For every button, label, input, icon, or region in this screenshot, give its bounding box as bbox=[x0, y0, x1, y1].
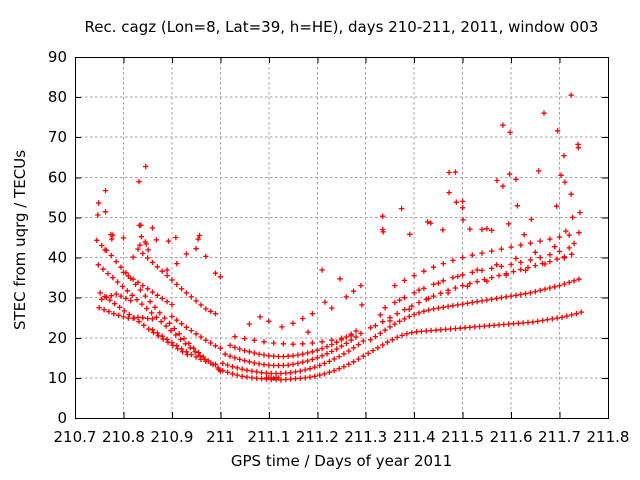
x-tick-label: 211.3 bbox=[344, 428, 387, 446]
x-tick-label: 210.9 bbox=[150, 428, 193, 446]
y-tick-label: 70 bbox=[48, 128, 67, 146]
y-tick-label: 10 bbox=[48, 369, 67, 387]
x-tick-label: 211.1 bbox=[247, 428, 290, 446]
x-tick-label: 211.2 bbox=[296, 428, 339, 446]
x-tick-label: 211.5 bbox=[441, 428, 484, 446]
x-tick-label: 210.7 bbox=[54, 428, 97, 446]
y-tick-label: 30 bbox=[48, 289, 67, 307]
y-tick-label: 20 bbox=[48, 329, 67, 347]
data-points bbox=[94, 92, 584, 383]
x-axis-label: GPS time / Days of year 2011 bbox=[230, 452, 453, 470]
x-tick-label: 211.4 bbox=[393, 428, 436, 446]
chart-title: Rec. cagz (Lon=8, Lat=39, h=HE), days 21… bbox=[84, 18, 599, 36]
x-tick-label: 211.6 bbox=[490, 428, 533, 446]
x-tick-label: 211.8 bbox=[587, 428, 630, 446]
y-tick-label: 0 bbox=[57, 409, 67, 427]
x-tick-labels: 210.7 210.8 210.9 211 211.1 211.2 211.3 211.4 21… bbox=[54, 428, 630, 446]
grid bbox=[75, 57, 608, 418]
x-tick-label: 211.7 bbox=[538, 428, 581, 446]
y-tick-label: 80 bbox=[48, 88, 67, 106]
y-tick-labels: 0 10 20 30 40 50 60 70 80 90 bbox=[48, 48, 67, 427]
plot-border bbox=[75, 57, 609, 419]
x-tick-label: 210.8 bbox=[102, 428, 145, 446]
y-tick-label: 50 bbox=[48, 208, 67, 226]
y-tick-label: 90 bbox=[48, 48, 67, 66]
y-tick-label: 60 bbox=[48, 168, 67, 186]
x-tick-label: 211 bbox=[206, 428, 235, 446]
y-axis-label: STEC from uqrg / TECUs bbox=[11, 149, 29, 331]
tick-marks bbox=[75, 57, 609, 419]
y-tick-label: 40 bbox=[48, 249, 67, 267]
